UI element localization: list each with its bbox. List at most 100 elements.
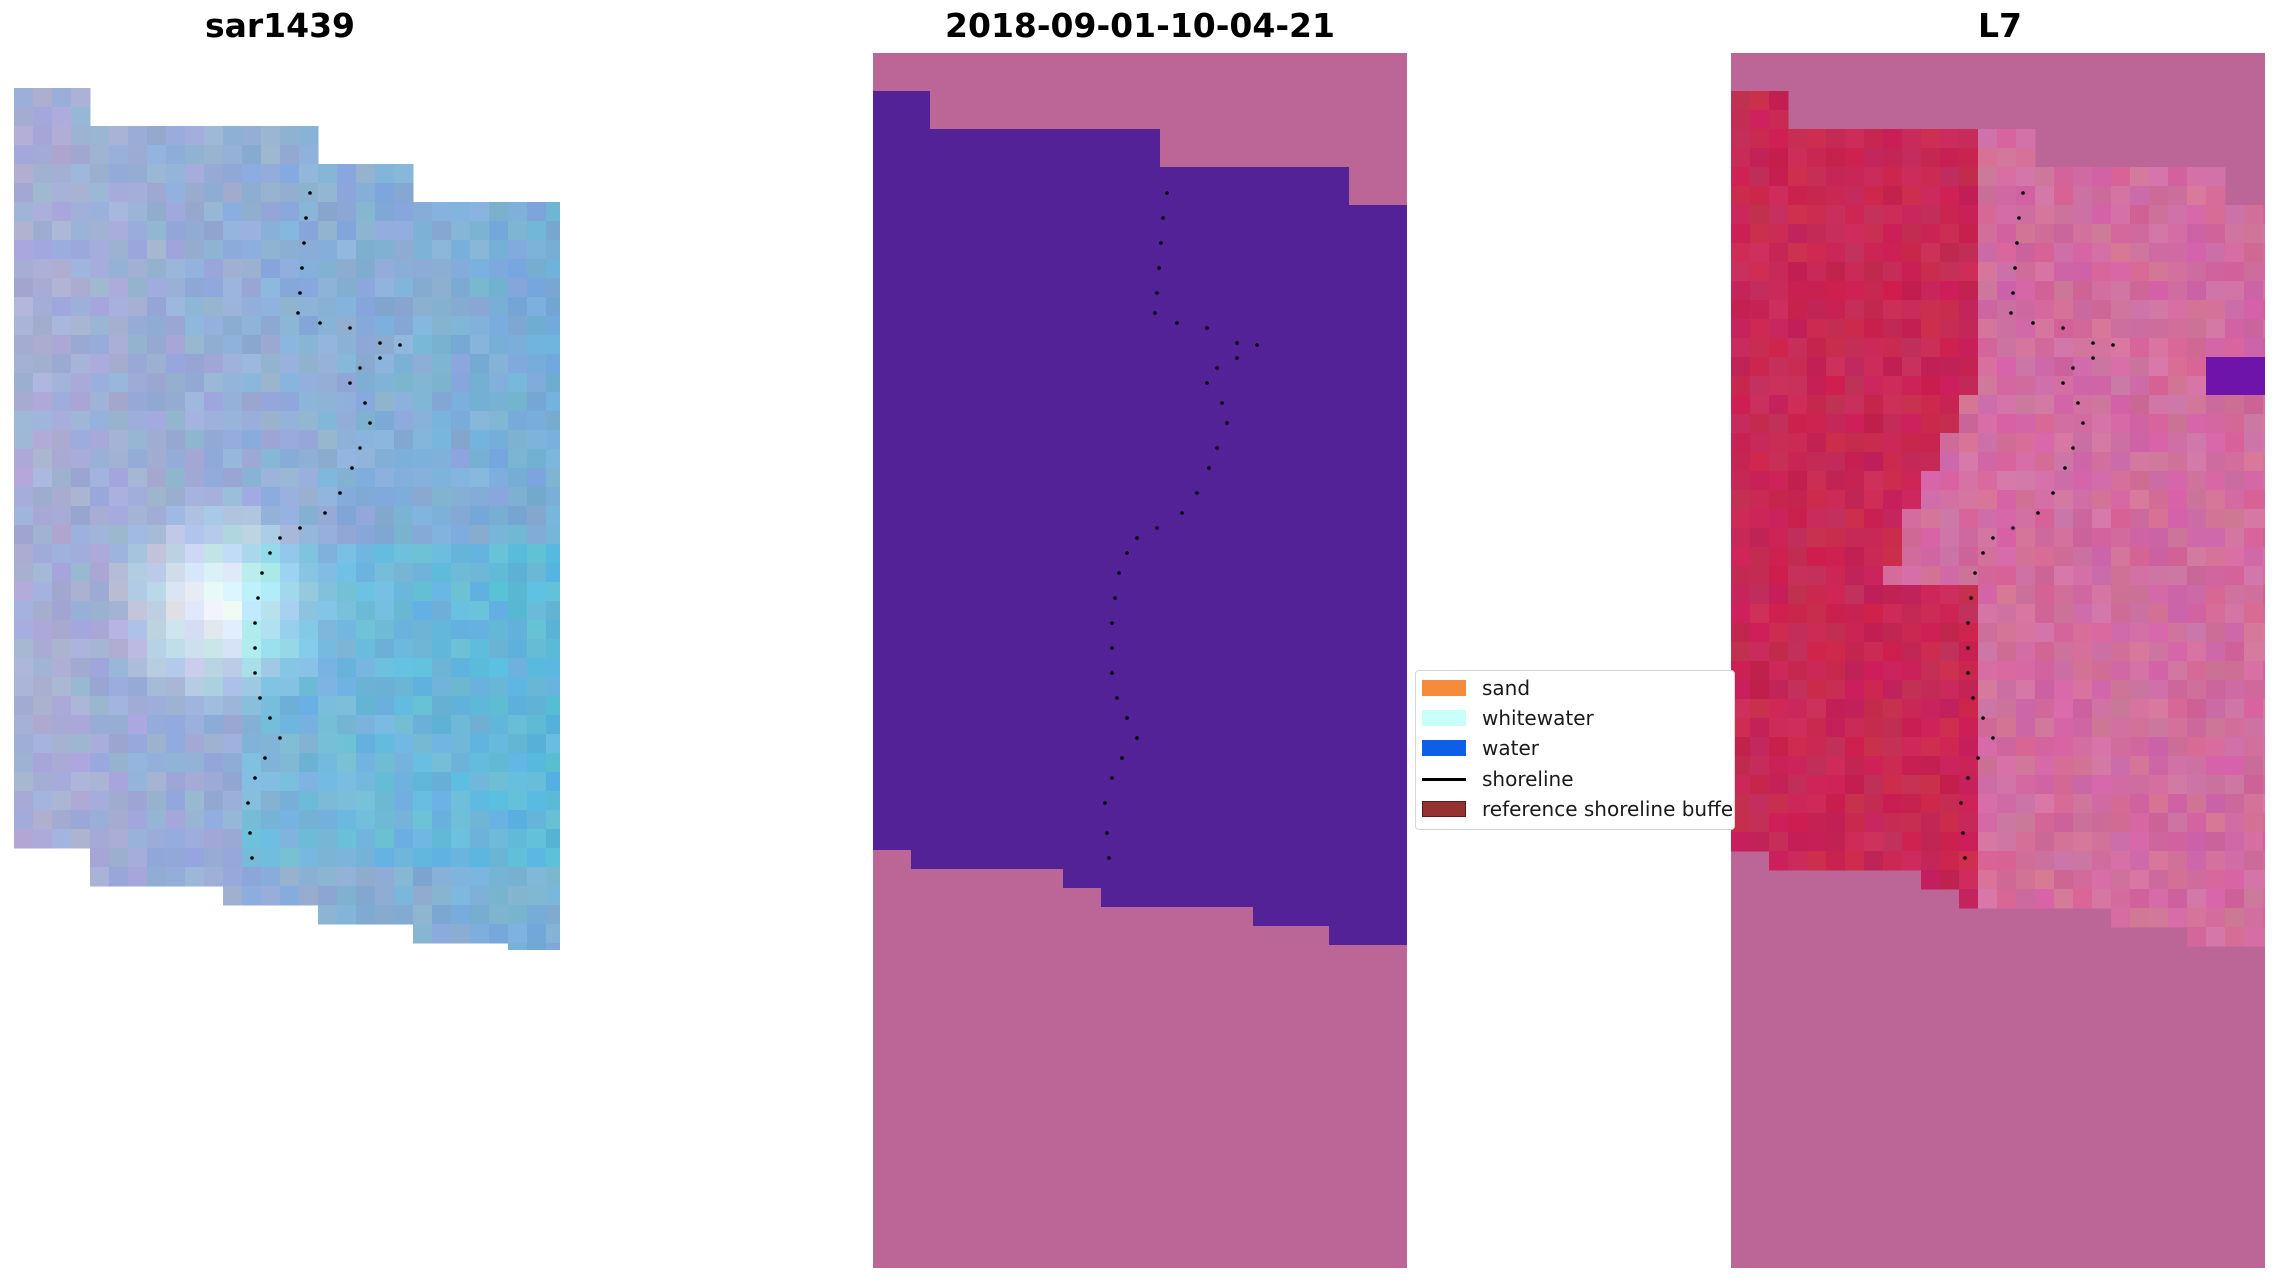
image-pixel bbox=[166, 525, 186, 545]
image-pixel bbox=[1807, 433, 1827, 453]
image-pixel bbox=[128, 658, 148, 678]
image-pixel bbox=[2168, 205, 2188, 225]
image-pixel bbox=[52, 601, 72, 621]
image-pixel bbox=[261, 772, 281, 792]
image-pixel bbox=[470, 316, 490, 336]
image-pixel bbox=[128, 335, 148, 355]
image-pixel bbox=[2111, 281, 2131, 301]
legend-item-shoreline: shoreline bbox=[1422, 766, 1574, 792]
image-pixel bbox=[2206, 490, 2226, 510]
image-pixel bbox=[1845, 395, 1865, 415]
image-pixel bbox=[318, 202, 338, 222]
image-pixel bbox=[2054, 300, 2074, 320]
image-pixel bbox=[1826, 756, 1846, 776]
image-pixel bbox=[489, 506, 509, 526]
image-pixel bbox=[394, 582, 414, 602]
image-pixel bbox=[33, 715, 53, 735]
image-pixel bbox=[1788, 794, 1808, 814]
image-pixel bbox=[2092, 509, 2112, 529]
shoreline-point bbox=[2081, 421, 2085, 425]
image-pixel bbox=[2092, 680, 2112, 700]
image-pixel bbox=[1826, 794, 1846, 814]
image-pixel bbox=[128, 810, 148, 830]
image-pixel bbox=[242, 867, 262, 887]
image-pixel bbox=[33, 506, 53, 526]
image-pixel bbox=[2168, 224, 2188, 244]
image-pixel bbox=[2092, 775, 2112, 795]
image-pixel bbox=[1921, 395, 1941, 415]
shoreline-point bbox=[2011, 291, 2015, 295]
image-pixel bbox=[1769, 414, 1789, 434]
image-pixel bbox=[2073, 699, 2093, 719]
image-pixel bbox=[2244, 851, 2264, 871]
image-pixel bbox=[1940, 148, 1960, 168]
image-pixel bbox=[166, 582, 186, 602]
image-pixel bbox=[147, 240, 167, 260]
image-pixel bbox=[52, 202, 72, 222]
image-pixel bbox=[2054, 528, 2074, 548]
image-pixel bbox=[1940, 319, 1960, 339]
image-pixel bbox=[1883, 433, 1903, 453]
image-pixel bbox=[280, 354, 300, 374]
image-pixel bbox=[14, 183, 34, 203]
image-pixel bbox=[1959, 680, 1979, 700]
image-pixel bbox=[1750, 547, 1770, 567]
image-pixel bbox=[2225, 566, 2245, 586]
image-pixel bbox=[52, 620, 72, 640]
image-pixel bbox=[356, 829, 376, 849]
image-pixel bbox=[1807, 623, 1827, 643]
image-pixel bbox=[1959, 775, 1979, 795]
image-pixel bbox=[166, 867, 186, 887]
image-pixel bbox=[2187, 395, 2207, 415]
image-pixel bbox=[1883, 471, 1903, 491]
image-pixel bbox=[394, 905, 414, 925]
image-pixel bbox=[2130, 281, 2150, 301]
image-pixel bbox=[2244, 319, 2264, 339]
image-pixel bbox=[1940, 433, 1960, 453]
image-pixel bbox=[1978, 338, 1998, 358]
image-pixel bbox=[432, 639, 452, 659]
image-pixel bbox=[109, 639, 129, 659]
image-pixel bbox=[2149, 699, 2169, 719]
image-pixel bbox=[546, 753, 560, 773]
image-pixel bbox=[1788, 509, 1808, 529]
image-pixel bbox=[2054, 490, 2074, 510]
image-pixel bbox=[204, 145, 224, 165]
image-pixel bbox=[1921, 186, 1941, 206]
image-pixel bbox=[1845, 281, 1865, 301]
image-pixel bbox=[128, 240, 148, 260]
image-pixel bbox=[33, 639, 53, 659]
image-pixel bbox=[432, 658, 452, 678]
image-pixel bbox=[1826, 528, 1846, 548]
image-pixel bbox=[109, 525, 129, 545]
image-pixel bbox=[1845, 376, 1865, 396]
image-pixel bbox=[2016, 167, 2036, 187]
image-pixel bbox=[1731, 167, 1751, 187]
image-pixel bbox=[527, 430, 547, 450]
image-pixel bbox=[2206, 661, 2226, 681]
image-pixel bbox=[128, 715, 148, 735]
image-pixel bbox=[1997, 148, 2017, 168]
image-pixel bbox=[318, 620, 338, 640]
image-pixel bbox=[166, 810, 186, 830]
shoreline-point bbox=[2036, 511, 2040, 515]
image-pixel bbox=[261, 601, 281, 621]
image-pixel bbox=[1807, 756, 1827, 776]
image-pixel bbox=[1978, 718, 1998, 738]
image-pixel bbox=[128, 677, 148, 697]
shoreline-points bbox=[1959, 191, 2115, 860]
image-pixel bbox=[90, 392, 110, 412]
image-pixel bbox=[2111, 718, 2131, 738]
image-pixel bbox=[1769, 661, 1789, 681]
image-pixel bbox=[166, 563, 186, 583]
image-pixel bbox=[2206, 870, 2226, 890]
image-pixel bbox=[1978, 794, 1998, 814]
image-pixel bbox=[1826, 414, 1846, 434]
image-pixel bbox=[546, 905, 560, 925]
image-pixel bbox=[2111, 338, 2131, 358]
image-pixel bbox=[1959, 490, 1979, 510]
image-pixel bbox=[147, 544, 167, 564]
image-pixel bbox=[223, 810, 243, 830]
image-pixel bbox=[451, 753, 471, 773]
image-pixel bbox=[242, 582, 262, 602]
